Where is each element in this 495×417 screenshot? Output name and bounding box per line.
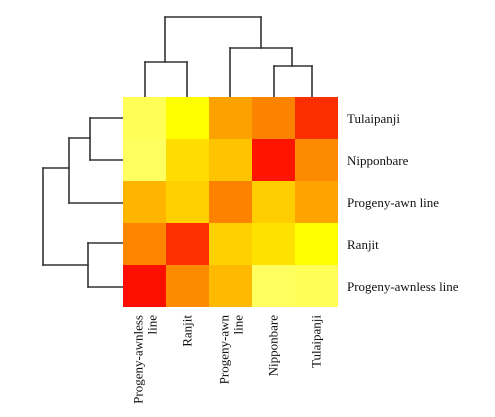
heatmap-cell-ranjit-x-progeny-awn-line (209, 223, 252, 265)
heatmap-cell-nipponbare-x-progeny-awnless-line (123, 139, 166, 181)
heatmap-cell-tulaipanji-x-progeny-awn-line (209, 97, 252, 139)
heatmap-cell-progeny-awnless-line-x-progeny-awnless-line (123, 265, 166, 307)
heatmap-cell-progeny-awn-line-x-nipponbare (252, 181, 295, 223)
heatmap-cell-nipponbare-x-progeny-awn-line (209, 139, 252, 181)
column-label-tulaipanji: Tulaipanji (309, 315, 324, 368)
row-label-progeny-awn-line: Progeny-awn line (347, 195, 439, 210)
column-label-progeny-awnless-line: Progeny-awnlessline (131, 315, 160, 404)
heatmap-cell-nipponbare-x-ranjit (166, 139, 209, 181)
row-label-ranjit: Ranjit (347, 237, 379, 252)
row-label-nipponbare: Nipponbare (347, 153, 409, 168)
heatmap-cell-tulaipanji-x-ranjit (166, 97, 209, 139)
column-label-nipponbare: Nipponbare (266, 315, 281, 377)
heatmap-cell-ranjit-x-tulaipanji (295, 223, 338, 265)
heatmap-cell-ranjit-x-nipponbare (252, 223, 295, 265)
heatmap-cell-nipponbare-x-tulaipanji (295, 139, 338, 181)
heatmap-cell-ranjit-x-ranjit (166, 223, 209, 265)
row-dendrogram (42, 117, 124, 288)
heatmap-cell-progeny-awnless-line-x-nipponbare (252, 265, 295, 307)
row-labels: Tulaipanji Nipponbare Progeny-awn line Ranj… (347, 111, 459, 294)
heatmap-cell-nipponbare-x-nipponbare (252, 139, 295, 181)
row-label-tulaipanji: Tulaipanji (347, 111, 400, 126)
heatmap-cell-tulaipanji-x-tulaipanji (295, 97, 338, 139)
column-label-ranjit: Ranjit (180, 315, 195, 347)
heatmap-cell-progeny-awn-line-x-ranjit (166, 181, 209, 223)
heatmap-cell-progeny-awn-line-x-progeny-awn-line (209, 181, 252, 223)
heatmap-cell-ranjit-x-progeny-awnless-line (123, 223, 166, 265)
row-label-progeny-awnless-line: Progeny-awnless line (347, 279, 459, 294)
heatmap-cell-progeny-awnless-line-x-progeny-awn-line (209, 265, 252, 307)
heatmap-cell-progeny-awnless-line-x-tulaipanji (295, 265, 338, 307)
heatmap-cell-progeny-awnless-line-x-ranjit (166, 265, 209, 307)
heatmap-cell-progeny-awn-line-x-tulaipanji (295, 181, 338, 223)
heatmap-cells (123, 97, 338, 307)
heatmap-cell-tulaipanji-x-progeny-awnless-line (123, 97, 166, 139)
heatmap-cell-tulaipanji-x-nipponbare (252, 97, 295, 139)
column-dendrogram (144, 16, 313, 98)
heatmap-cell-progeny-awn-line-x-progeny-awnless-line (123, 181, 166, 223)
column-labels: Progeny-awnlessline Ranjit Progeny-awnline… (131, 315, 324, 404)
column-label-progeny-awn-line: Progeny-awnline (217, 315, 246, 385)
